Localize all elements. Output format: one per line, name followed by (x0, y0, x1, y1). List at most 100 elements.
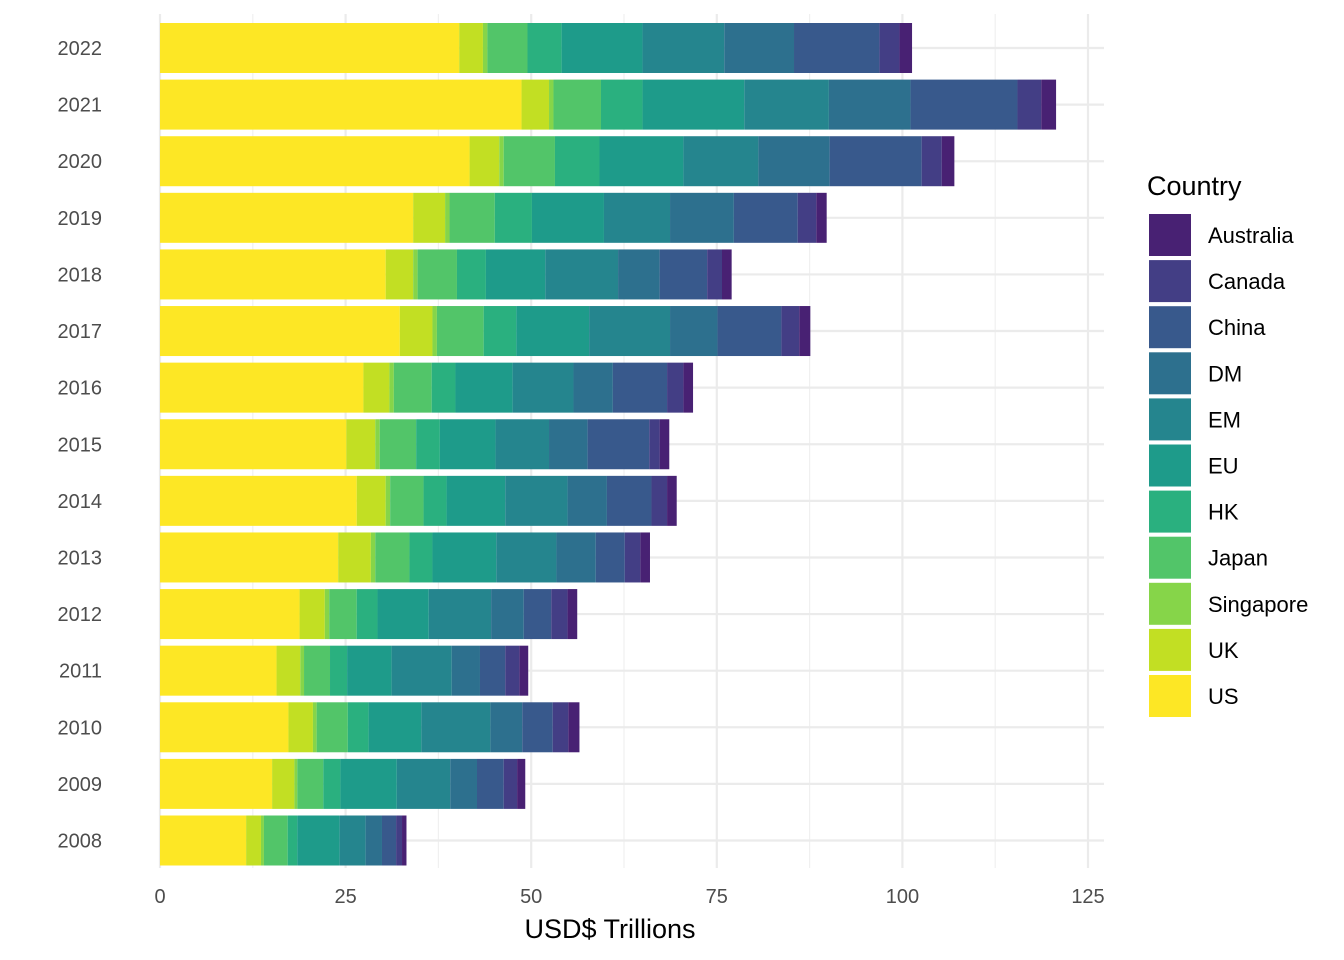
bar-segment-canada-2022 (879, 23, 900, 73)
bar-segment-us-2011 (160, 645, 277, 696)
bar-segment-hk-2008 (287, 815, 298, 866)
bar-segment-japan-2015 (379, 419, 417, 470)
bar-segment-canada-2020 (921, 136, 942, 187)
y-tick-label: 2015 (58, 434, 103, 456)
bar-segment-us-2019 (160, 192, 414, 243)
legend-key-canada (1149, 260, 1191, 303)
bar-segment-dm-2017 (670, 306, 718, 357)
bar-segment-hk-2011 (330, 645, 348, 696)
bar-segment-australia-2016 (683, 362, 694, 413)
bar-segment-dm-2020 (758, 136, 830, 187)
bar-segment-canada-2013 (624, 532, 641, 583)
bar-segment-australia-2021 (1041, 79, 1057, 130)
bar-segment-china-2009 (477, 758, 504, 809)
y-axis-tick-labels: 2022 2021 2020 2019 2018 2017 2016 2015 2014 2013… (58, 38, 103, 853)
bar-segment-japan-2012 (329, 589, 357, 640)
legend-title: Country (1147, 171, 1242, 201)
bar-segment-japan-2016 (393, 362, 432, 413)
bar-segment-japan-2017 (436, 306, 484, 357)
bar-segment-singapore-2008 (260, 815, 264, 866)
legend-key-australia (1149, 214, 1191, 256)
bars (160, 23, 1057, 866)
bar-segment-australia-2008 (402, 815, 407, 866)
x-axis-title: USD$ Trillions (524, 914, 695, 944)
bar-segment-canada-2016 (667, 362, 684, 413)
bar-segment-uk-2009 (272, 758, 295, 809)
bar-segment-japan-2021 (553, 79, 601, 130)
legend-label-japan: Japan (1208, 546, 1268, 571)
bar-segment-canada-2018 (707, 249, 722, 300)
bar-segment-hk-2017 (483, 306, 517, 357)
bar-segment-us-2015 (160, 419, 347, 470)
bar-segment-singapore-2013 (370, 532, 376, 583)
y-tick-label: 2009 (58, 774, 103, 796)
bar-segment-singapore-2011 (300, 645, 305, 696)
y-tick-label: 2013 (58, 547, 103, 569)
bar-segment-china-2013 (595, 532, 625, 583)
bar-segment-china-2021 (910, 79, 1018, 130)
bar-segment-australia-2018 (721, 249, 732, 300)
legend-key-eu (1149, 444, 1191, 487)
legend-key-us (1149, 675, 1191, 717)
bar-segment-us-2012 (160, 589, 300, 640)
bar-segment-singapore-2018 (413, 249, 418, 300)
bar-segment-us-2013 (160, 532, 339, 583)
bar-segment-dm-2021 (828, 79, 911, 130)
bar-segment-dm-2013 (556, 532, 596, 583)
y-tick-label: 2019 (58, 208, 103, 230)
bar-segment-australia-2022 (899, 23, 913, 73)
bar-segment-hk-2016 (431, 362, 456, 413)
bar-segment-hk-2013 (409, 532, 433, 583)
bar-segment-dm-2012 (491, 589, 524, 640)
legend-key-uk (1149, 628, 1191, 671)
bar-segment-eu-2016 (455, 362, 513, 413)
bar-segment-eu-2013 (432, 532, 497, 583)
bar-segment-eu-2021 (642, 79, 745, 130)
bar-segment-japan-2008 (263, 815, 288, 866)
bar-segment-dm-2016 (573, 362, 613, 413)
bar-segment-eu-2014 (446, 475, 506, 526)
bar-segment-em-2021 (744, 79, 829, 130)
x-tick-label: 25 (334, 886, 356, 908)
bar-segment-singapore-2014 (385, 475, 391, 526)
bar-segment-uk-2012 (299, 589, 325, 640)
legend-label-uk: UK (1208, 638, 1239, 663)
bar-segment-australia-2015 (659, 419, 670, 470)
bar-segment-canada-2008 (396, 815, 403, 866)
bar-segment-china-2012 (523, 589, 552, 640)
bar-segment-em-2012 (428, 589, 492, 640)
bar-segment-china-2010 (522, 702, 553, 753)
bar-segment-eu-2011 (347, 645, 392, 696)
bar-segment-canada-2011 (505, 645, 520, 696)
bar-segment-canada-2015 (649, 419, 660, 470)
bar-segment-hk-2019 (494, 192, 532, 243)
bar-segment-em-2016 (512, 362, 574, 413)
bar-segment-uk-2018 (385, 249, 414, 300)
bar-segment-china-2016 (612, 362, 668, 413)
bar-segment-canada-2010 (552, 702, 569, 753)
y-tick-label: 2010 (58, 717, 103, 739)
bar-segment-china-2011 (479, 645, 506, 696)
x-tick-label: 125 (1071, 886, 1104, 908)
bar-segment-singapore-2009 (294, 758, 298, 809)
bar-segment-dm-2022 (724, 23, 795, 73)
bar-segment-eu-2020 (599, 136, 684, 187)
bar-segment-us-2016 (160, 362, 364, 413)
legend-key-china (1149, 306, 1191, 349)
bar-segment-australia-2014 (667, 475, 677, 526)
bar-segment-hk-2009 (323, 758, 341, 809)
y-tick-label: 2012 (58, 604, 103, 626)
legend-label-china: China (1208, 315, 1266, 340)
bar-segment-china-2020 (829, 136, 922, 187)
bar-segment-us-2022 (160, 23, 460, 73)
y-tick-label: 2016 (58, 378, 103, 400)
bar-segment-australia-2017 (799, 306, 811, 357)
legend-key-em (1149, 398, 1191, 441)
bar-segment-em-2015 (495, 419, 550, 470)
bar-segment-china-2022 (794, 23, 880, 73)
y-tick-label: 2014 (58, 491, 103, 513)
bar-segment-australia-2010 (568, 702, 580, 753)
legend-label-australia: Australia (1208, 223, 1294, 248)
bar-segment-eu-2012 (377, 589, 429, 640)
bar-segment-eu-2015 (439, 419, 496, 470)
